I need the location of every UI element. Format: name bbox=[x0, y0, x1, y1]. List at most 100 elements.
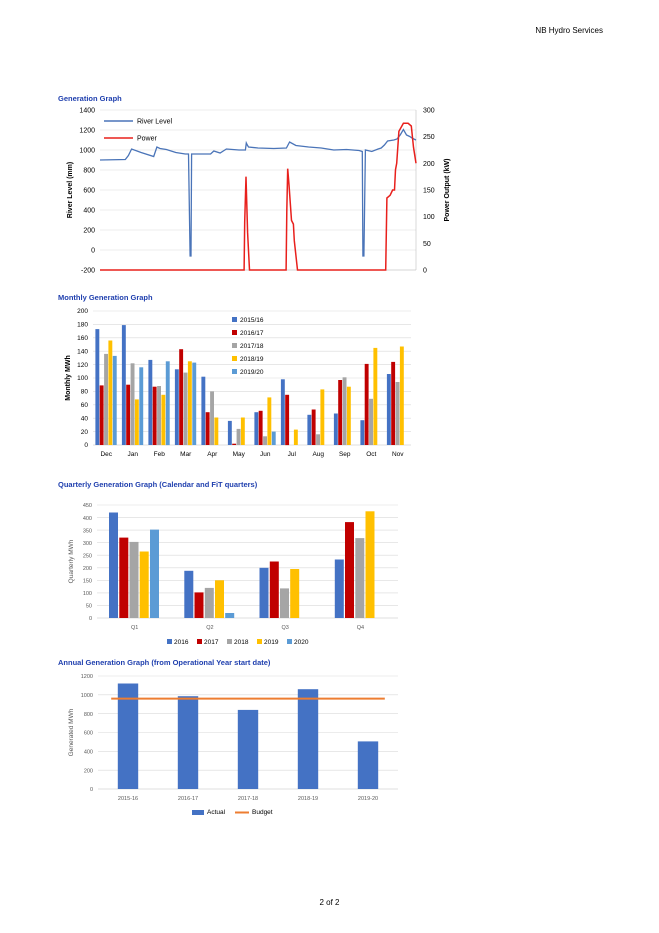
quarterly-graph-title: Quarterly Generation Graph (Calendar and… bbox=[58, 480, 258, 489]
x-tick-label: 2017-18 bbox=[238, 796, 258, 802]
generation-chart: -200 0 200 400 600 800 1000 1200 1400 0 50 100 150 20… bbox=[67, 108, 451, 275]
legend-label: 2018/19 bbox=[240, 356, 264, 363]
bar-2016-Q1 bbox=[109, 512, 118, 618]
legend-label: 2016/17 bbox=[240, 330, 264, 337]
bar-2018/19-Oct bbox=[373, 347, 378, 445]
bar-2016/17-Sep bbox=[338, 380, 343, 445]
bar-2017-Q2 bbox=[194, 592, 204, 618]
legend-swatch bbox=[167, 639, 172, 644]
x-tick-label: Q3 bbox=[281, 625, 288, 631]
y-tick-label: 800 bbox=[83, 168, 95, 175]
legend-label: Actual bbox=[207, 809, 226, 816]
annual-graph-title: Annual Generation Graph (from Operationa… bbox=[58, 658, 271, 667]
y-tick-label: 40 bbox=[81, 415, 89, 422]
bar-Actual-2018-19 bbox=[297, 689, 319, 789]
y-tick-label: 250 bbox=[83, 553, 92, 559]
bar-2019-Q4 bbox=[365, 511, 375, 618]
legend-label: River Level bbox=[137, 119, 172, 126]
bar-2018/19-Sep bbox=[346, 386, 351, 445]
bar-2015/16-Aug bbox=[307, 414, 312, 445]
bar-2018/19-Aug bbox=[320, 389, 325, 445]
y-tick-label: 350 bbox=[83, 528, 92, 534]
legend-label: 2017 bbox=[204, 639, 219, 646]
legend-label: Budget bbox=[252, 809, 273, 816]
y-tick-label: 450 bbox=[83, 503, 92, 509]
monthly-graph-title: Monthly Generation Graph bbox=[58, 293, 153, 302]
bar-2016-Q2 bbox=[184, 570, 194, 618]
bar-2015/16-Oct bbox=[360, 420, 365, 445]
bar-2017-Q3 bbox=[269, 561, 279, 618]
legend-swatch bbox=[192, 810, 204, 815]
x-tick-label: 2016-17 bbox=[178, 796, 198, 802]
bar-2015/16-Mar bbox=[174, 369, 179, 445]
legend-label: 2018 bbox=[234, 639, 249, 646]
x-tick-label: Sep bbox=[339, 451, 351, 458]
bar-2018-Q2 bbox=[204, 587, 214, 618]
river-level-series-line bbox=[99, 128, 417, 257]
bar-2017/18-Aug bbox=[316, 434, 320, 445]
y2-axis-title: Power Output (kW) bbox=[444, 159, 451, 222]
bar-2016-Q3 bbox=[259, 567, 269, 618]
bar-2015/16-Feb bbox=[148, 359, 153, 445]
y-axis-title: Monthly MWh bbox=[65, 355, 72, 401]
bar-2015/16-Dec bbox=[95, 329, 100, 445]
bar-2016/17-Oct bbox=[364, 363, 369, 445]
page-number: 2 of 2 bbox=[319, 898, 340, 907]
legend-label: 2016 bbox=[174, 639, 189, 646]
y-tick-label: 200 bbox=[83, 566, 92, 572]
bar-2020-Q2 bbox=[225, 613, 235, 618]
bar-2018/19-Nov bbox=[399, 346, 404, 445]
y-tick-label: 600 bbox=[84, 731, 93, 737]
bar-Actual-2019-20 bbox=[357, 741, 379, 789]
y2-tick-label: 150 bbox=[423, 188, 435, 195]
y-tick-label: 50 bbox=[86, 604, 92, 610]
bar-2015/16-Sep bbox=[333, 413, 338, 445]
bar-2016/17-Jan bbox=[126, 384, 131, 445]
bar-2018/19-May bbox=[240, 417, 245, 445]
legend-swatch bbox=[232, 317, 237, 322]
y2-tick-label: 0 bbox=[423, 268, 427, 275]
y-tick-label: 0 bbox=[91, 248, 95, 255]
y-tick-label: 0 bbox=[89, 616, 92, 622]
generation-graph-title: Generation Graph bbox=[58, 94, 122, 103]
bar-2019-Q3 bbox=[290, 569, 300, 618]
bar-2019/20-Dec bbox=[112, 355, 117, 445]
bar-2019/20-Mar bbox=[192, 362, 197, 445]
y-tick-label: 200 bbox=[77, 308, 88, 315]
bar-2017/18-Dec bbox=[104, 353, 108, 445]
y-tick-label: 100 bbox=[77, 375, 88, 382]
x-tick-label: Apr bbox=[207, 451, 218, 458]
y-tick-label: 1000 bbox=[81, 693, 93, 699]
bar-2018/19-Mar bbox=[187, 361, 192, 446]
x-tick-label: Q4 bbox=[357, 625, 364, 631]
bar-2016/17-Jun bbox=[258, 410, 263, 445]
bar-2016-Q4 bbox=[334, 559, 344, 618]
bar-2018/19-Feb bbox=[161, 394, 166, 446]
bar-2017/18-Jun bbox=[263, 436, 267, 445]
quarterly-chart: 0 50 100 150 200 250 300 350 400 450 Quarterly MWh… bbox=[68, 503, 398, 646]
y2-tick-label: 200 bbox=[423, 161, 435, 168]
y-tick-label: 0 bbox=[90, 787, 93, 793]
legend-label: Power bbox=[137, 136, 158, 143]
bar-2016/17-Mar bbox=[179, 349, 184, 445]
bar-2017/18-Sep bbox=[342, 377, 347, 445]
legend-label: 2019 bbox=[264, 639, 279, 646]
y-tick-label: 1200 bbox=[79, 128, 95, 135]
bar-2016/17-Aug bbox=[311, 409, 316, 445]
y-tick-label: 160 bbox=[77, 335, 88, 342]
y-axis-title: Generated MWh bbox=[68, 708, 75, 756]
y-tick-label: 140 bbox=[77, 348, 88, 355]
y2-tick-label: 250 bbox=[423, 134, 435, 141]
x-tick-label: 2018-19 bbox=[298, 796, 318, 802]
legend-label: 2017/18 bbox=[240, 343, 264, 350]
legend-swatch bbox=[197, 639, 202, 644]
bar-2018-Q4 bbox=[355, 538, 365, 618]
y-tick-label: 1400 bbox=[79, 108, 95, 115]
bar-2016/17-Nov bbox=[391, 361, 396, 445]
y-axis-title: Quarterly MWh bbox=[68, 539, 75, 583]
bar-2017-Q4 bbox=[345, 522, 354, 618]
x-tick-label: May bbox=[233, 451, 246, 458]
bar-2017/18-Jan bbox=[130, 363, 135, 445]
x-tick-label: Dec bbox=[100, 451, 112, 458]
x-tick-label: Jan bbox=[128, 451, 139, 458]
